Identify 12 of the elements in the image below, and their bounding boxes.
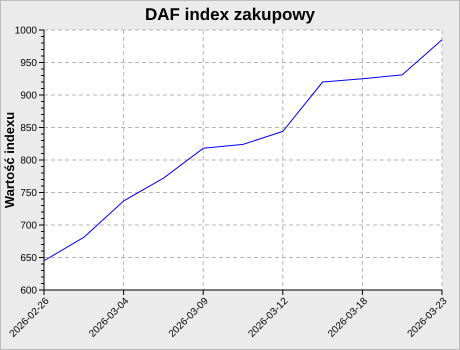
y-tick-label: 900 <box>20 90 38 102</box>
chart-title: DAF index zakupowy <box>144 5 316 24</box>
y-tick-label: 950 <box>20 58 38 69</box>
y-tick-label: 850 <box>20 123 38 134</box>
y-tick-label: 750 <box>20 188 38 199</box>
y-tick-label: 800 <box>20 156 38 166</box>
y-tick-label: 600 <box>20 286 38 296</box>
y-tick-label: 1000 <box>14 26 38 36</box>
y-tick-label: 650 <box>20 253 38 264</box>
y-tick-label: 700 <box>20 220 38 232</box>
y-axis-title: Wartość indexu <box>2 112 17 208</box>
line-series <box>44 39 442 262</box>
